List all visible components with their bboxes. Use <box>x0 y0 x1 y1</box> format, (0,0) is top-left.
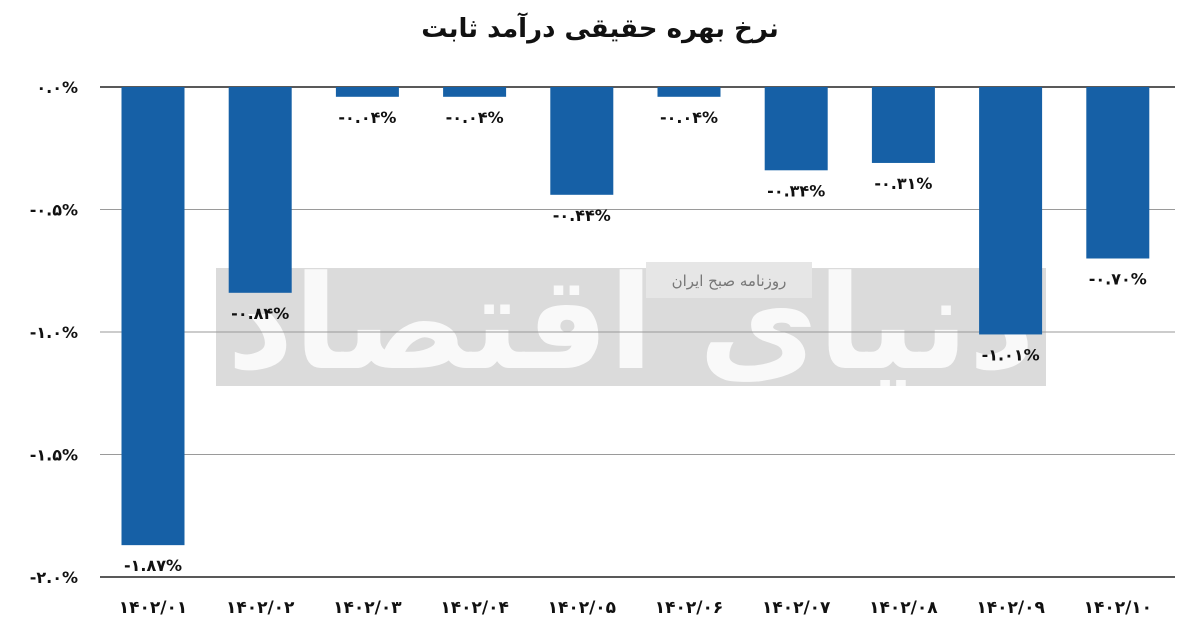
y-tick-label: -۱.۵% <box>30 446 78 465</box>
bar <box>443 87 507 97</box>
x-tick-label: ۱۴۰۲/۰۲ <box>226 598 295 618</box>
data-label: -۰.۳۱% <box>874 174 932 193</box>
y-tick-label: -۱.۰% <box>30 323 78 342</box>
x-tick-label: ۱۴۰۲/۰۳ <box>333 598 402 618</box>
bar <box>228 87 292 293</box>
watermark-logo-text: دنیای اقتصاد <box>227 247 1035 399</box>
watermark-tag-box <box>646 262 812 298</box>
x-tick-label: ۱۴۰۲/۰۴ <box>440 598 508 618</box>
x-tick-label: ۱۴۰۲/۰۶ <box>655 598 723 618</box>
bar <box>1086 87 1150 259</box>
watermark-tagline: روزنامه صبح ایران <box>672 272 787 290</box>
x-tick-label: ۱۴۰۲/۰۸ <box>869 598 938 618</box>
bar <box>871 87 935 163</box>
data-label: -۰.۴۴% <box>553 206 611 225</box>
data-label: -۱.۸۷% <box>124 556 182 575</box>
data-label: -۰.۳۴% <box>767 181 825 200</box>
data-label: -۰.۰۴% <box>660 108 718 127</box>
data-labels: -۱.۸۷% -۰.۸۴% -۰.۰۴% -۰.۰۴% -۰.۴۴% -۰.۰۴% -۰.۳… <box>124 108 1147 575</box>
data-label: -۰.۷۰% <box>1089 270 1147 289</box>
data-label: -۰.۸۴% <box>231 304 289 323</box>
bar <box>335 87 399 97</box>
x-tick-label: ۱۴۰۲/۱۰ <box>1084 598 1152 618</box>
y-tick-label: -۲.۰% <box>30 568 78 587</box>
y-tick-label: -۰.۵% <box>30 201 78 220</box>
bar <box>657 87 721 97</box>
x-tick-label: ۱۴۰۲/۰۷ <box>762 598 831 618</box>
data-label: -۰.۰۴% <box>338 108 396 127</box>
x-tick-label: ۱۴۰۲/۰۵ <box>548 598 616 618</box>
bar <box>764 87 828 171</box>
y-axis-ticks: ۰.۰% -۰.۵% -۱.۰% -۱.۵% -۲.۰% <box>30 78 78 587</box>
bar <box>979 87 1043 335</box>
bars <box>121 87 1150 546</box>
data-label: -۱.۰۱% <box>982 345 1040 364</box>
y-tick-label: ۰.۰% <box>36 78 78 97</box>
bar <box>121 87 185 546</box>
chart-title: نرخ بهره حقیقی درآمد ثابت <box>421 14 779 44</box>
x-tick-label: ۱۴۰۲/۰۹ <box>976 598 1045 618</box>
bar <box>550 87 614 195</box>
data-label: -۰.۰۴% <box>446 108 504 127</box>
watermark-band <box>216 268 1046 386</box>
x-axis-ticks: ۱۴۰۲/۰۱ ۱۴۰۲/۰۲ ۱۴۰۲/۰۳ ۱۴۰۲/۰۴ ۱۴۰۲/۰۵ ۱۴۰۲/… <box>119 598 1152 618</box>
x-tick-label: ۱۴۰۲/۰۱ <box>119 598 187 618</box>
